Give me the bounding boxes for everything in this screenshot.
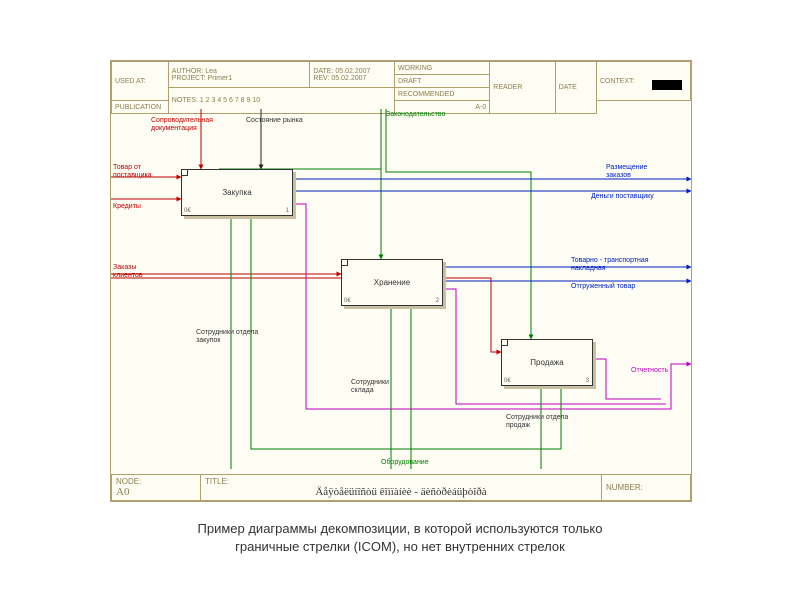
lbl-zakon: Законодательство [386, 111, 445, 119]
number-label: NUMBER: [602, 475, 691, 501]
box-prodazha: Продажа 0€ 3 [501, 339, 593, 386]
context: CONTEXT: [600, 78, 635, 85]
footer-title: Äåÿòåëüíîñòü êîìïàíèè - äèñòðèáüþòîðà [205, 486, 597, 498]
lbl-otch: Отчетность [631, 367, 668, 375]
box2-num: 2 [436, 298, 439, 304]
lbl-tovar: Товар от поставщика [113, 164, 163, 180]
lbl-sotrzak: Сотрудники отдела закупок [196, 329, 276, 345]
project-label: PROJECT: [172, 75, 206, 82]
date-label: DATE: [313, 68, 333, 75]
date: 05.02.2007 [335, 68, 370, 75]
lbl-zakkl: Заказы клиентов [113, 264, 158, 280]
box-zakupka: Закупка 0€ 1 [181, 169, 293, 216]
draft: DRAFT [395, 75, 490, 88]
box3-id: 0€ [504, 378, 511, 384]
working: WORKING [395, 62, 490, 75]
lbl-sotrskl: Сотрудники склада [351, 379, 411, 395]
footer: NODE: A0 TITLE: Äåÿòåëüíîñòü êîìïàíèè - … [111, 474, 691, 501]
box1-num: 1 [286, 208, 289, 214]
node-label: NODE: [116, 477, 141, 486]
box3-label: Продажа [530, 358, 563, 367]
author-label: AUTHOR: [172, 68, 204, 75]
lbl-sost: Состояние рынка [246, 117, 306, 125]
recommended: RECOMMENDED [395, 88, 490, 101]
box2-label: Хранение [374, 278, 410, 287]
diagram-canvas: Закупка 0€ 1 Хранение 0€ 2 Продажа 0€ 3 … [111, 109, 691, 469]
caption-line2: граничные стрелки (ICOM), но нет внутрен… [235, 539, 565, 554]
project: Primer1 [208, 75, 233, 82]
lbl-kred: Кредиты [113, 203, 141, 211]
lbl-tovtr: Товарно - транспортная накладная [571, 257, 681, 273]
box1-id: 0€ [184, 208, 191, 214]
node: A0 [116, 486, 129, 498]
box2-id: 0€ [344, 298, 351, 304]
caption-line1: Пример диаграммы декомпозиции, в которой… [198, 521, 603, 536]
rev: 05.02.2007 [331, 75, 366, 82]
date2: DATE [555, 62, 596, 114]
context-box [652, 80, 682, 90]
caption: Пример диаграммы декомпозиции, в которой… [0, 520, 800, 556]
box3-num: 3 [586, 378, 589, 384]
lbl-dengi: Деньги поставщику [591, 193, 654, 201]
reader: READER [490, 62, 555, 114]
box1-label: Закупка [222, 188, 251, 197]
rev-label: REV: [313, 75, 329, 82]
lbl-sopr: Сопроводительная документация [151, 117, 231, 133]
box-hranenie: Хранение 0€ 2 [341, 259, 443, 306]
title-label: TITLE: [205, 477, 229, 486]
idef0-frame: USED AT: AUTHOR: Lea PROJECT: Primer1 DA… [110, 60, 692, 502]
header: USED AT: AUTHOR: Lea PROJECT: Primer1 DA… [111, 61, 691, 114]
used-at: USED AT: [112, 62, 169, 101]
lbl-obor: Оборудование [381, 459, 429, 467]
lbl-otgr: Отгруженный товар [571, 283, 635, 291]
lbl-sotrpr: Сотрудники отдела продаж [506, 414, 586, 430]
author: Lea [205, 68, 217, 75]
lbl-razm: Размещение заказов [606, 164, 666, 180]
